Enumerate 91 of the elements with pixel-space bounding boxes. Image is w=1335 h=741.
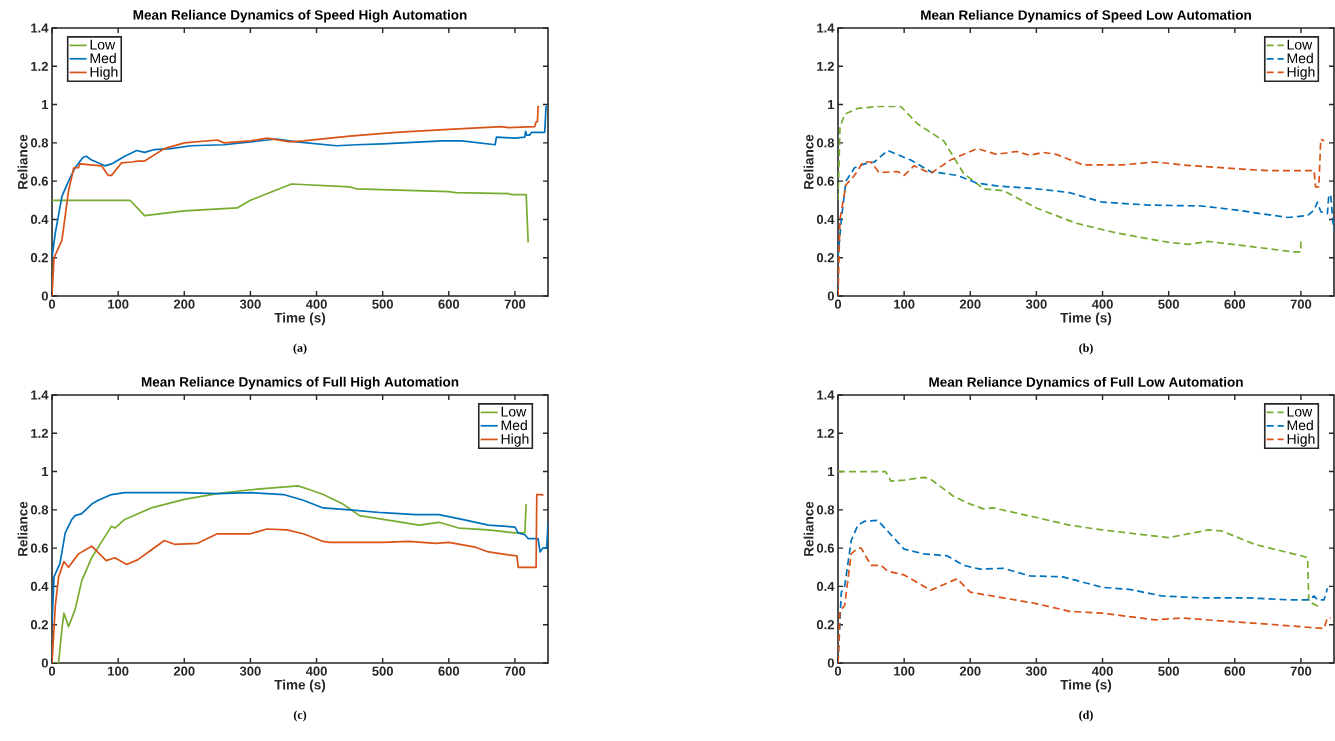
x-tick-label: 300: [239, 666, 261, 676]
x-tick-label: 500: [372, 299, 393, 309]
x-tick-label: 500: [372, 666, 393, 676]
x-tick-label: 300: [1025, 299, 1047, 309]
x-tick-label: 100: [894, 299, 915, 309]
legend-label: High: [1287, 433, 1315, 447]
legend-label: Med: [1287, 52, 1313, 64]
line-series: [52, 183, 530, 244]
x-tick-label: 200: [959, 299, 981, 309]
line-series: [838, 105, 1302, 253]
legend-label: High: [501, 433, 529, 447]
y-tick-label: 0.4: [816, 581, 835, 592]
x-tick-label: 200: [959, 666, 981, 676]
x-axis-title: Time (s): [274, 679, 326, 693]
y-tick-label: 0.4: [30, 581, 49, 592]
legend-label: Low: [1287, 406, 1313, 417]
x-axis-title: Time (s): [274, 312, 326, 326]
y-tick-label: 0.6: [816, 543, 835, 553]
y-axis-title: Reliance: [17, 501, 28, 556]
legend-label: Med: [90, 52, 116, 64]
x-tick-label: 500: [1158, 299, 1179, 309]
y-tick-label: 1.2: [31, 61, 48, 71]
y-tick-label: 1.4: [31, 23, 49, 33]
x-tick-label: 700: [1290, 299, 1312, 309]
legend-label: Med: [501, 419, 527, 431]
y-axis-title: Reliance: [803, 134, 814, 189]
line-series: [838, 547, 1332, 663]
chart-title: Mean Reliance Dynamics of Speed Low Automation: [921, 9, 1251, 23]
x-tick-label: 600: [438, 666, 460, 676]
y-tick-label: 0: [41, 658, 48, 668]
x-axis-title: Time (s): [1060, 312, 1112, 326]
y-tick-label: 0.8: [816, 138, 835, 148]
y-tick-label: 0.4: [30, 214, 49, 225]
legend-label: High: [90, 66, 118, 80]
x-tick-label: 600: [1224, 299, 1246, 309]
chart-title: Mean Reliance Dynamics of Full Low Automation: [929, 376, 1243, 390]
x-tick-label: 400: [1091, 299, 1113, 309]
y-tick-label: 1.2: [817, 428, 834, 438]
x-tick-label: 400: [305, 299, 327, 309]
x-tick-label: 700: [504, 299, 526, 309]
text: (b): [1079, 343, 1093, 355]
y-tick-label: 0.2: [30, 253, 48, 263]
y-tick-label: 0.2: [816, 620, 834, 630]
y-tick-label: 1: [828, 467, 835, 477]
y-tick-label: 0.6: [30, 543, 49, 553]
legend-label: Med: [1287, 419, 1313, 431]
x-tick-label: 600: [438, 299, 460, 309]
y-tick-label: 0.6: [30, 176, 49, 186]
x-tick-label: 300: [239, 299, 261, 309]
y-tick-label: 0.8: [30, 505, 49, 515]
x-tick-label: 200: [173, 666, 195, 676]
x-tick-label: 700: [1290, 666, 1312, 676]
chart-title: Mean Reliance Dynamics of Full High Automation: [141, 376, 459, 390]
y-tick-label: 0.2: [30, 620, 48, 630]
x-tick-label: 500: [1158, 666, 1179, 676]
y-tick-label: 0.2: [816, 253, 834, 263]
x-tick-label: 100: [108, 299, 129, 309]
chart-title: Mean Reliance Dynamics of Speed High Automation: [133, 9, 467, 23]
legend-label: High: [1287, 66, 1315, 80]
text: (d): [1079, 710, 1093, 722]
y-tick-label: 1: [42, 467, 49, 477]
x-tick-label: 400: [305, 666, 327, 676]
y-tick-label: 1.2: [31, 428, 48, 438]
y-tick-label: 0: [827, 291, 834, 301]
x-tick-label: 700: [504, 666, 526, 676]
x-tick-label: 100: [894, 666, 915, 676]
y-tick-label: 1: [42, 100, 49, 110]
y-tick-label: 0: [827, 658, 834, 668]
y-tick-label: 0: [41, 291, 48, 301]
y-tick-label: 1.4: [31, 390, 49, 400]
y-tick-label: 0.4: [816, 214, 835, 225]
legend-label: Low: [501, 406, 527, 417]
x-tick-label: 200: [173, 299, 195, 309]
y-axis-title: Reliance: [803, 501, 814, 556]
text: (a): [293, 343, 307, 355]
y-tick-label: 1: [828, 100, 835, 110]
x-tick-label: 300: [1025, 666, 1047, 676]
x-tick-label: 600: [1224, 666, 1246, 676]
text: (c): [293, 710, 307, 722]
y-tick-label: 1.2: [817, 61, 834, 71]
y-tick-label: 0.8: [816, 505, 835, 515]
legend-label: Low: [1287, 39, 1313, 50]
x-tick-label: 400: [1091, 666, 1113, 676]
x-tick-label: 100: [108, 666, 129, 676]
y-tick-label: 0.6: [816, 176, 835, 186]
x-axis-title: Time (s): [1060, 679, 1112, 693]
y-tick-label: 0.8: [30, 138, 49, 148]
legend-label: Low: [90, 39, 116, 50]
y-tick-label: 1.4: [817, 23, 835, 33]
y-tick-label: 1.4: [817, 390, 835, 400]
y-axis-title: Reliance: [17, 134, 28, 189]
